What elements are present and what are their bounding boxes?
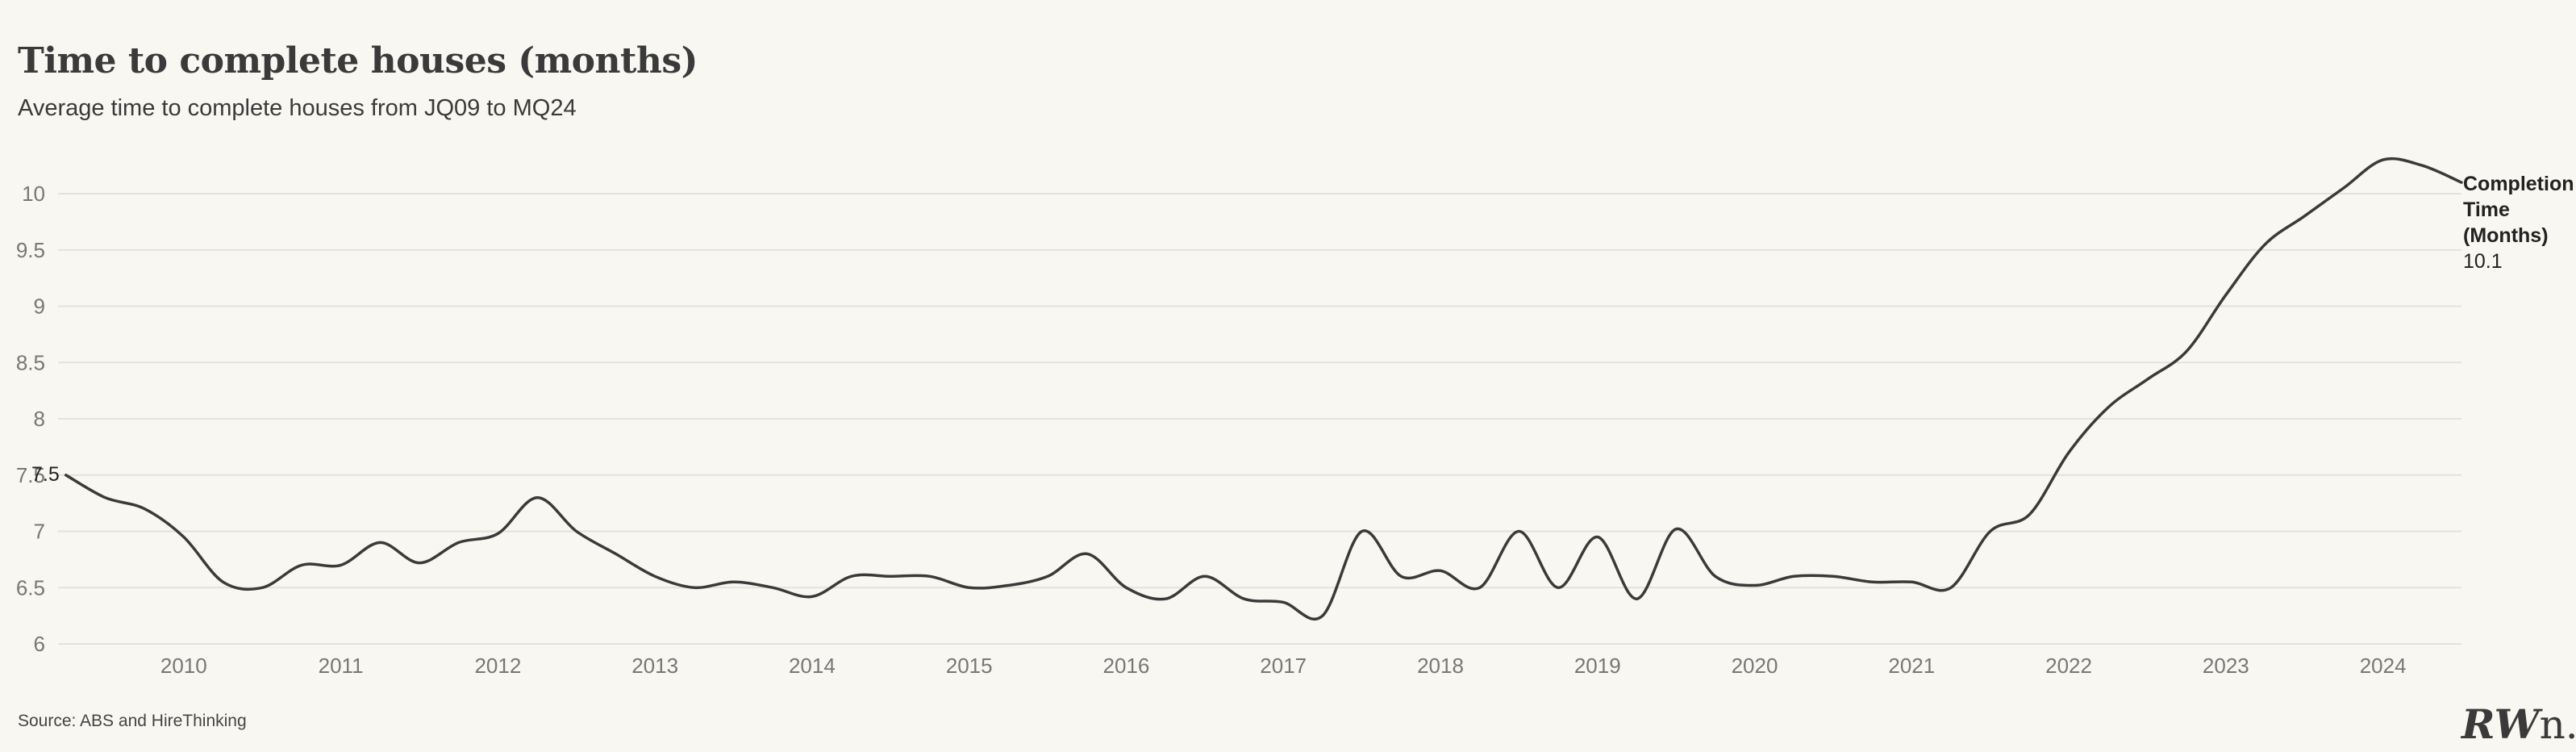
x-axis-ticks: 2010 2011 2012 2013 2014 2015 2016 2017 2018 2019… xyxy=(160,654,2407,678)
x-tick-label: 2013 xyxy=(631,654,678,678)
y-tick-label: 9.5 xyxy=(16,238,45,262)
y-tick-label: 7.5 xyxy=(16,463,45,487)
x-tick-label: 2020 xyxy=(1732,654,1778,678)
brand-logo: RWn. xyxy=(2461,700,2576,748)
brand-logo-text: RW xyxy=(2461,700,2540,748)
y-tick-label: 9 xyxy=(34,295,45,319)
x-tick-label: 2018 xyxy=(1417,654,1464,678)
series-name-label: Completion xyxy=(2463,173,2574,195)
series-labels: 7.5 Completion Time (Months) 10.1 xyxy=(31,173,2574,486)
line-chart: 66.577.588.599.510 2010 2011 2012 2013 2014 2… xyxy=(16,157,2574,678)
x-tick-label: 2022 xyxy=(2045,654,2092,678)
x-tick-label: 2017 xyxy=(1260,654,1307,678)
x-tick-label: 2023 xyxy=(2203,654,2249,678)
end-value-label: 10.1 xyxy=(2463,250,2503,273)
y-tick-label: 8.5 xyxy=(16,350,45,374)
y-tick-label: 10 xyxy=(22,182,45,206)
series-line xyxy=(64,157,2463,621)
brand-logo-suffix: n. xyxy=(2539,701,2576,748)
x-tick-label: 2014 xyxy=(789,654,836,678)
series-name-label: (Months) xyxy=(2463,224,2549,247)
x-tick-label: 2012 xyxy=(474,654,521,678)
y-tick-label: 7 xyxy=(34,520,45,544)
x-tick-label: 2015 xyxy=(946,654,993,678)
chart-title: Time to complete houses (months) xyxy=(18,40,698,81)
start-value-label: 7.5 xyxy=(31,463,60,486)
y-tick-label: 8 xyxy=(34,407,45,431)
x-tick-label: 2024 xyxy=(2360,654,2407,678)
gridlines xyxy=(58,193,2461,645)
series-layer xyxy=(64,157,2463,621)
x-tick-label: 2016 xyxy=(1103,654,1150,678)
chart-subtitle: Average time to complete houses from JQ0… xyxy=(18,95,577,121)
source-note: Source: ABS and HireThinking xyxy=(18,712,247,730)
series-name-label: Time xyxy=(2463,198,2510,221)
x-tick-label: 2010 xyxy=(160,654,207,678)
y-axis-ticks: 6 6.5 7 7.5 8 8.5 9 9.5 10 xyxy=(16,182,45,656)
x-tick-label: 2019 xyxy=(1574,654,1621,678)
x-tick-label: 2011 xyxy=(319,654,364,678)
y-tick-label: 6.5 xyxy=(16,575,45,600)
x-tick-label: 2021 xyxy=(1888,654,1935,678)
y-tick-label: 6 xyxy=(34,632,45,656)
